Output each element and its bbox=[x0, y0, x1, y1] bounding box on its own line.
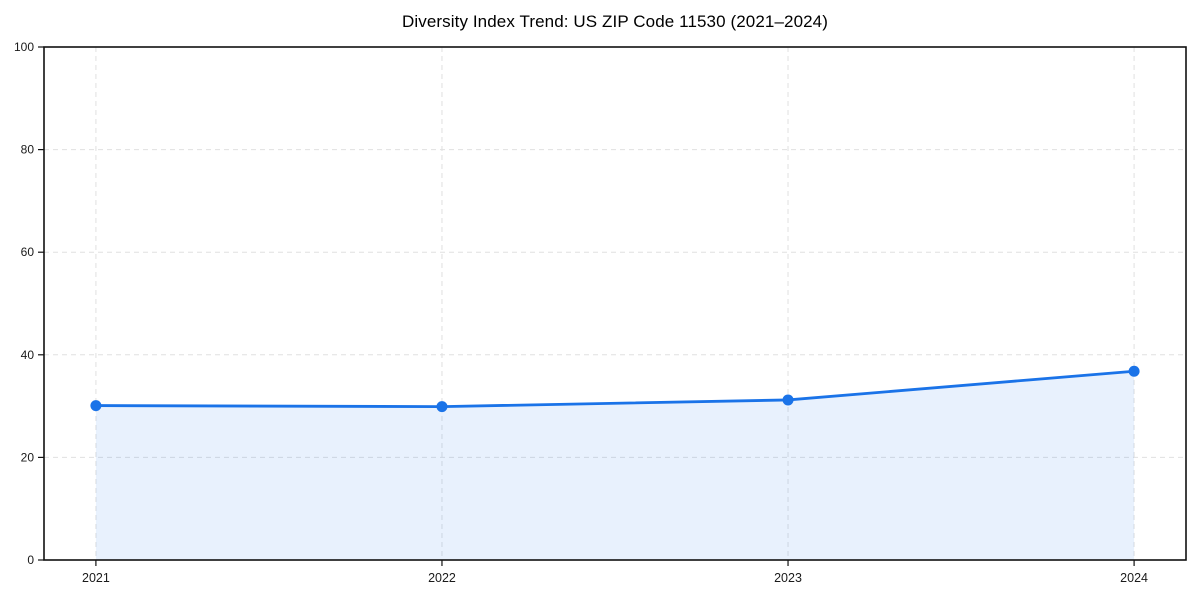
data-point-marker bbox=[436, 401, 448, 413]
data-point-marker bbox=[1128, 365, 1140, 377]
axes-spines bbox=[43, 46, 1187, 561]
chart-title: Diversity Index Trend: US ZIP Code 11530… bbox=[401, 12, 829, 31]
data-point-marker bbox=[782, 394, 794, 406]
y-tick-label: 0 bbox=[27, 553, 34, 567]
y-tick-label: 20 bbox=[21, 450, 35, 464]
y-tick-label: 80 bbox=[21, 143, 35, 157]
x-tick-label: 2024 bbox=[1120, 571, 1148, 585]
x-tick-label: 2021 bbox=[82, 571, 110, 585]
y-tick-label: 40 bbox=[21, 348, 35, 362]
y-tick-label: 100 bbox=[14, 40, 34, 54]
area-fill bbox=[95, 371, 1135, 560]
x-tick-label: 2023 bbox=[774, 571, 802, 585]
trend-line bbox=[94, 369, 1136, 409]
data-point-marker bbox=[90, 400, 102, 412]
y-tick-label: 60 bbox=[21, 245, 35, 259]
x-tick-label: 2022 bbox=[428, 571, 456, 585]
